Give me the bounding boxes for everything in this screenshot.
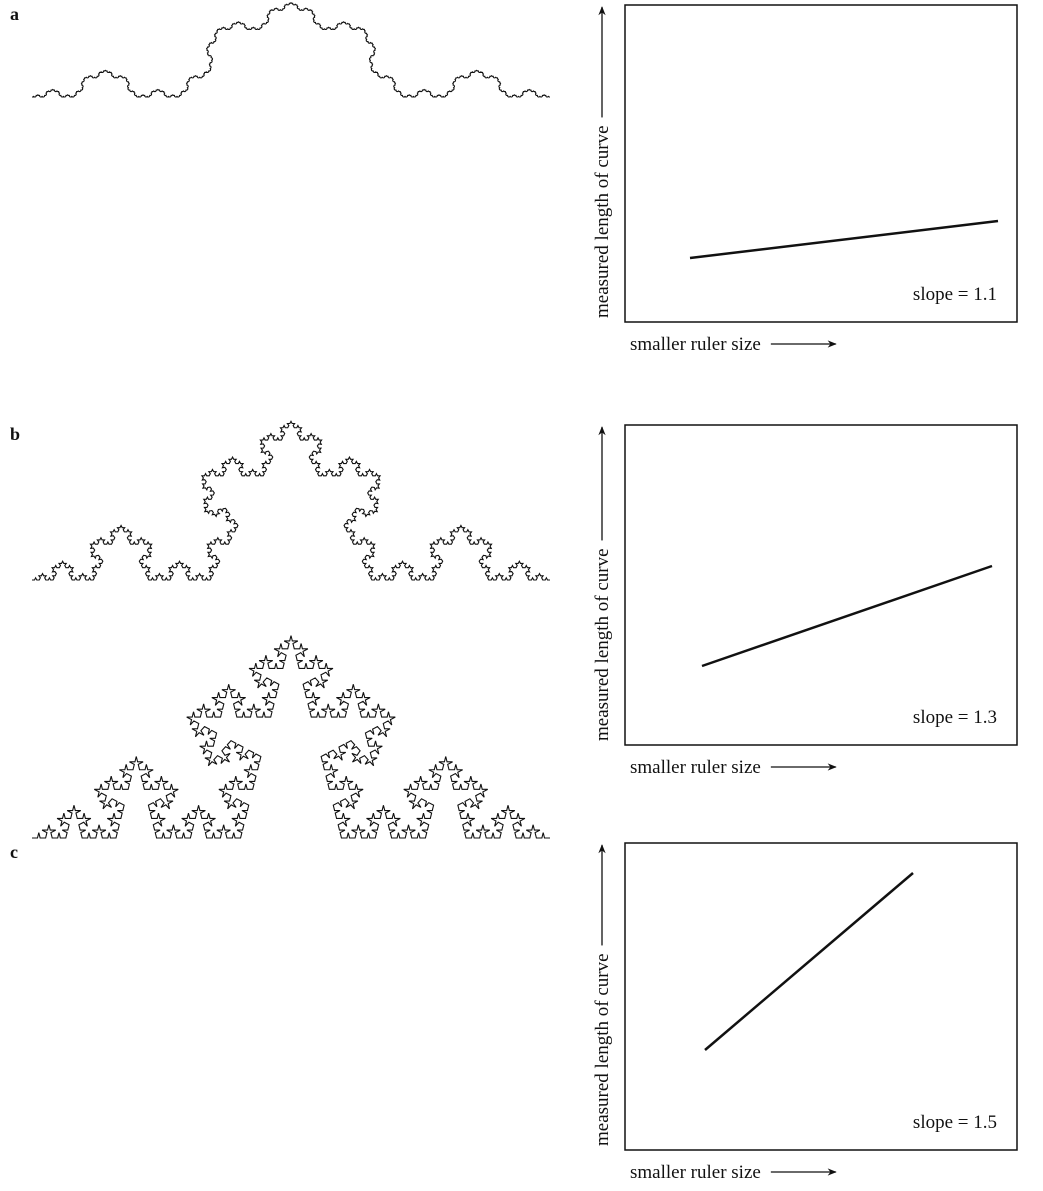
- plot-frame: [624, 4, 1018, 323]
- x-axis-label: smaller ruler size: [630, 757, 761, 778]
- plot-frame: [624, 424, 1018, 746]
- fractal-curve: [32, 420, 550, 581]
- panel-label: a: [10, 4, 19, 24]
- x-axis-label: smaller ruler size: [630, 1162, 761, 1183]
- y-axis-label: measured length of curve: [592, 953, 613, 1146]
- fractal-curve: [32, 635, 550, 839]
- panel-label: b: [10, 424, 20, 444]
- panel-label: c: [10, 842, 18, 862]
- x-axis-label: smaller ruler size: [630, 334, 761, 355]
- trend-line: [704, 872, 914, 1051]
- slope-label: slope = 1.3: [913, 707, 997, 728]
- trend-line: [689, 219, 999, 260]
- plot-frame: [624, 842, 1018, 1151]
- fractal-curve: [32, 2, 550, 98]
- y-axis-label: measured length of curve: [592, 125, 613, 318]
- slope-label: slope = 1.5: [913, 1112, 997, 1133]
- trend-line: [701, 564, 993, 668]
- y-axis-label: measured length of curve: [592, 548, 613, 741]
- slope-label: slope = 1.1: [913, 284, 997, 305]
